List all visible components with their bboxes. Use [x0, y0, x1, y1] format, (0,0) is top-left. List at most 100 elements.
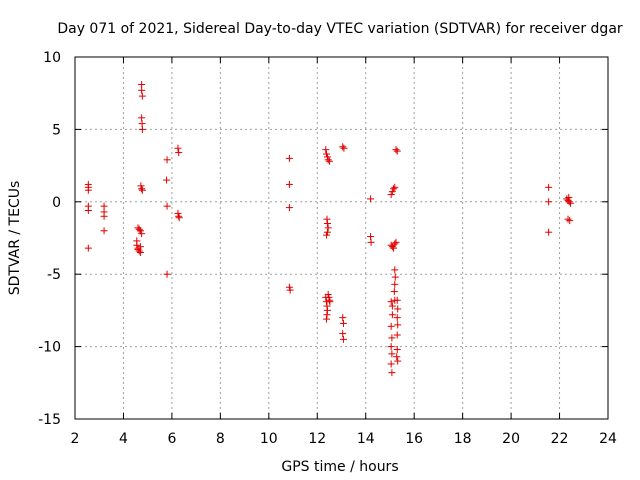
data-point — [387, 191, 395, 199]
data-point — [163, 202, 171, 210]
data-point — [388, 302, 396, 310]
data-point — [387, 298, 395, 306]
y-tick-label: -5 — [47, 267, 61, 283]
data-point — [322, 146, 330, 154]
data-point — [393, 331, 401, 339]
y-tick-label: 10 — [43, 50, 61, 66]
data-point — [566, 199, 574, 207]
data-point — [545, 228, 553, 236]
data-point — [388, 188, 396, 196]
data-point — [545, 198, 553, 206]
data-point — [175, 214, 183, 222]
data-point — [325, 157, 333, 165]
x-tick-label: 24 — [599, 431, 617, 447]
data-point — [367, 238, 375, 246]
x-axis-label: GPS time / hours — [281, 459, 398, 475]
data-point — [367, 195, 375, 203]
chart-title: Day 071 of 2021, Sidereal Day-to-day VTE… — [57, 21, 623, 37]
x-tick-label: 8 — [216, 431, 225, 447]
data-point — [138, 86, 146, 94]
data-point — [163, 270, 171, 278]
data-point — [391, 266, 399, 274]
data-point — [388, 334, 396, 342]
y-tick-label: 5 — [52, 122, 61, 138]
data-point — [391, 273, 399, 281]
data-point — [393, 353, 401, 361]
data-point — [390, 185, 398, 193]
data-point — [322, 315, 330, 323]
x-tick-label: 20 — [502, 431, 520, 447]
data-point — [286, 286, 294, 294]
data-point — [136, 248, 144, 256]
data-point — [393, 345, 401, 353]
data-point — [322, 231, 330, 239]
data-point — [324, 156, 332, 164]
data-point — [84, 206, 92, 214]
data-point — [387, 322, 395, 330]
data-point — [393, 147, 401, 155]
plot-frame — [74, 56, 609, 420]
grid-lines — [75, 57, 608, 419]
data-point — [390, 288, 398, 296]
data-point — [387, 360, 395, 368]
data-point — [163, 156, 171, 164]
data-point — [339, 143, 347, 151]
data-point — [100, 212, 108, 220]
data-point — [393, 314, 401, 322]
data-point — [163, 176, 171, 184]
data-point — [285, 154, 293, 162]
x-tick-label: 12 — [308, 431, 326, 447]
data-point — [339, 319, 347, 327]
x-tick-label: 6 — [167, 431, 176, 447]
data-point — [564, 215, 572, 223]
data-point — [339, 330, 347, 338]
x-tick-label: 10 — [260, 431, 278, 447]
data-point — [133, 241, 141, 249]
data-point — [340, 144, 348, 152]
data-point — [138, 185, 146, 193]
data-point — [394, 357, 402, 365]
data-point — [135, 247, 143, 255]
x-tick-label: 18 — [454, 431, 472, 447]
data-point — [285, 283, 293, 291]
data-point — [285, 204, 293, 212]
data-point — [138, 230, 146, 238]
data-point — [136, 227, 144, 235]
data-point — [326, 298, 334, 306]
data-point — [174, 144, 182, 152]
data-point — [138, 125, 146, 133]
data-point — [339, 335, 347, 343]
data-point — [391, 240, 399, 248]
data-point — [135, 225, 143, 233]
data-point — [84, 186, 92, 194]
data-point — [391, 183, 399, 191]
data-point — [174, 209, 182, 217]
data-point — [324, 290, 332, 298]
y-tick-label: 0 — [52, 195, 61, 211]
data-point — [392, 238, 400, 246]
data-point — [175, 149, 183, 157]
data-points — [84, 81, 574, 377]
data-point — [388, 369, 396, 377]
data-point — [394, 321, 402, 329]
x-tick-label: 2 — [71, 431, 80, 447]
y-tick-label: -15 — [38, 412, 61, 428]
data-point — [339, 314, 347, 322]
data-point — [388, 350, 396, 358]
x-tick-label: 14 — [357, 431, 375, 447]
data-point — [84, 244, 92, 252]
data-point — [138, 92, 146, 100]
data-point — [391, 280, 399, 288]
data-point — [322, 150, 330, 158]
data-point — [387, 343, 395, 351]
data-point — [393, 296, 401, 304]
data-point — [323, 153, 331, 161]
data-point — [545, 183, 553, 191]
data-point — [323, 228, 331, 236]
data-point — [285, 180, 293, 188]
data-point — [323, 220, 331, 228]
data-point — [394, 305, 402, 313]
y-axis-label: SDTVAR / TECUs — [7, 181, 23, 296]
x-tick-label: 4 — [119, 431, 128, 447]
